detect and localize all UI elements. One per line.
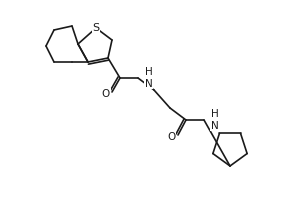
Text: O: O	[167, 132, 175, 142]
Text: O: O	[102, 89, 110, 99]
Text: S: S	[92, 23, 100, 33]
Text: H
N: H N	[145, 67, 153, 89]
Text: H
N: H N	[211, 109, 219, 131]
